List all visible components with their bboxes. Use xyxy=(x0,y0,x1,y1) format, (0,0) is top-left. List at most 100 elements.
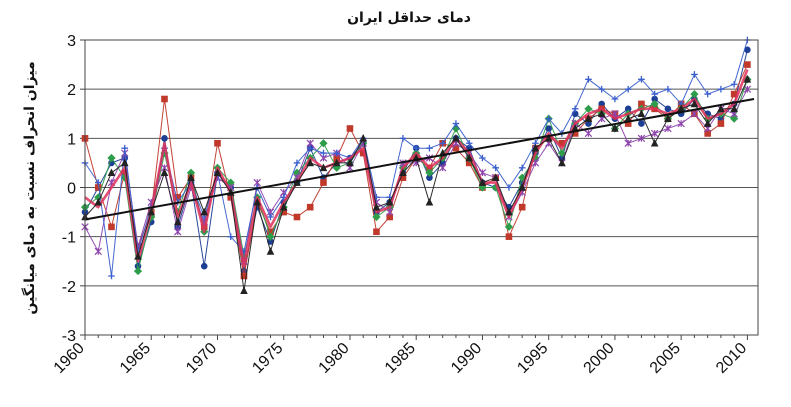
x-ticks: 1960 1965 1970 1975 1980 1985 1990 1995 2000 2005… xyxy=(51,335,750,377)
data-point xyxy=(386,213,394,221)
data-point xyxy=(346,125,354,132)
y-tick-label: 2 xyxy=(67,82,76,99)
data-point xyxy=(267,228,274,236)
data-point xyxy=(505,233,513,240)
data-point xyxy=(518,203,526,211)
x-tick-label: 1995 xyxy=(514,340,551,377)
data-point xyxy=(704,130,711,137)
data-point xyxy=(240,286,248,295)
data-point xyxy=(743,75,752,83)
x-tick-label: 1980 xyxy=(316,340,353,377)
data-point xyxy=(651,90,658,98)
data-point xyxy=(650,129,659,138)
data-point xyxy=(650,99,659,109)
data-point xyxy=(584,104,593,113)
data-point xyxy=(319,163,328,172)
data-point xyxy=(465,153,473,162)
data-point xyxy=(452,134,460,142)
data-point xyxy=(293,159,301,167)
data-point xyxy=(108,272,115,280)
data-point xyxy=(505,207,513,216)
x-tick-label: 2000 xyxy=(581,340,618,377)
data-point xyxy=(664,85,672,93)
data-point xyxy=(624,139,632,147)
data-point xyxy=(426,174,433,181)
data-point xyxy=(147,207,156,216)
data-point xyxy=(478,183,487,192)
data-point xyxy=(744,61,751,68)
data-point xyxy=(200,262,208,270)
series-line xyxy=(84,64,748,277)
data-point xyxy=(253,197,262,206)
x-tick-label: 1960 xyxy=(51,340,88,377)
x-tick-label: 1985 xyxy=(382,340,419,377)
data-point xyxy=(279,202,288,211)
data-point xyxy=(611,124,619,132)
data-point xyxy=(557,148,567,158)
x-tick-label: 1965 xyxy=(117,340,154,377)
data-point xyxy=(730,90,738,98)
y-tick-label: 3 xyxy=(67,33,76,50)
data-point xyxy=(439,139,446,147)
data-point xyxy=(133,266,143,276)
data-point xyxy=(174,228,182,236)
data-point xyxy=(267,213,274,221)
data-point xyxy=(214,139,221,147)
data-point xyxy=(385,208,394,216)
data-point xyxy=(107,153,116,163)
data-point xyxy=(174,194,182,201)
data-point xyxy=(624,120,632,127)
data-point xyxy=(426,144,433,152)
data-point xyxy=(717,104,725,113)
data-point xyxy=(611,95,619,103)
data-point xyxy=(638,120,645,127)
data-point xyxy=(134,252,142,260)
data-point xyxy=(346,158,354,167)
data-point xyxy=(638,76,645,83)
x-tick-label: 2010 xyxy=(713,340,750,377)
data-point xyxy=(425,168,434,177)
data-point xyxy=(227,233,235,240)
data-point xyxy=(478,178,487,186)
data-point xyxy=(399,174,407,181)
series-1 xyxy=(81,61,751,280)
data-point xyxy=(280,208,288,216)
data-point xyxy=(584,114,593,122)
data-point xyxy=(703,119,712,127)
data-point xyxy=(187,173,195,181)
x-tick-label: 1970 xyxy=(183,340,220,377)
data-point xyxy=(704,90,711,98)
data-point xyxy=(584,129,593,138)
data-point xyxy=(743,85,752,93)
plot-frame xyxy=(84,39,759,336)
data-point xyxy=(306,144,314,152)
data-point xyxy=(585,76,592,83)
data-point xyxy=(505,184,513,191)
data-point xyxy=(730,104,738,113)
data-point xyxy=(465,159,473,167)
x-tick-label: 1990 xyxy=(448,340,485,377)
data-point xyxy=(240,272,248,280)
data-point xyxy=(266,232,275,241)
data-point xyxy=(320,179,327,186)
data-point xyxy=(399,168,407,177)
data-point xyxy=(399,135,407,142)
data-point xyxy=(531,143,540,152)
data-point xyxy=(690,110,699,118)
data-point xyxy=(690,99,699,108)
y-axis-label: میزان انحراف نسبت به دمای میانگین xyxy=(21,61,38,314)
data-point xyxy=(638,100,645,108)
data-point xyxy=(744,46,751,54)
data-point xyxy=(518,164,526,172)
data-point xyxy=(545,125,552,132)
data-point xyxy=(624,114,632,122)
data-point xyxy=(544,134,553,142)
data-point xyxy=(571,105,579,113)
data-point xyxy=(333,149,341,157)
data-point xyxy=(664,114,672,122)
data-point xyxy=(333,154,341,162)
data-point xyxy=(319,139,328,148)
data-point xyxy=(730,80,738,88)
data-point xyxy=(597,109,606,118)
chart-title: دمای حداقل ایران xyxy=(347,10,471,26)
